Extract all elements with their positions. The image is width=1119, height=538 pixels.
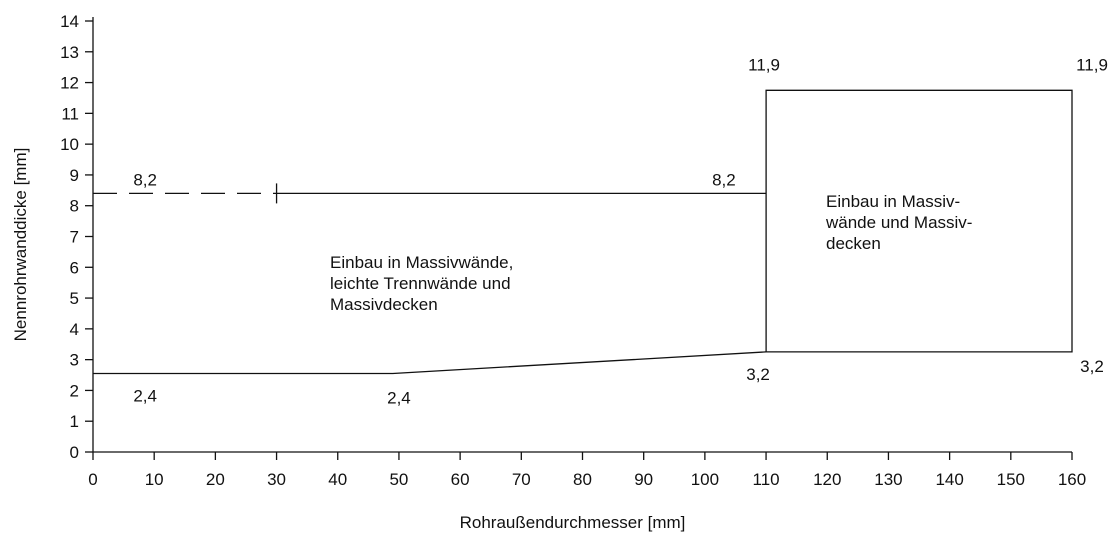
- y-tick-label: 12: [60, 74, 79, 93]
- left-region-text: Einbau in Massivwände,: [330, 253, 513, 272]
- value-annotation: 3,2: [1080, 357, 1104, 376]
- x-tick-label: 120: [813, 470, 841, 489]
- y-tick-label: 8: [70, 197, 79, 216]
- x-tick-label: 50: [389, 470, 408, 489]
- y-tick-label: 1: [70, 412, 79, 431]
- right-region-text: wände und Massiv-: [825, 213, 972, 232]
- y-tick-label: 9: [70, 166, 79, 185]
- lower-boundary-line: [93, 351, 767, 375]
- axes: 0 10 20 30 40 50 60 70 80 90 100 110 120 130 140 150 160…: [60, 12, 1086, 489]
- y-tick-label: 0: [70, 443, 79, 462]
- x-tick-label: 80: [573, 470, 592, 489]
- y-tick-label: 10: [60, 135, 79, 154]
- y-axis-title: Nennrohrwanddicke [mm]: [11, 148, 30, 342]
- right-region-box: [765, 89, 1073, 353]
- left-region-text: Massivdecken: [330, 295, 438, 314]
- x-tick-label: 140: [935, 470, 963, 489]
- y-tick-label: 13: [60, 43, 79, 62]
- x-tick-label: 150: [997, 470, 1025, 489]
- x-tick-label: 130: [874, 470, 902, 489]
- y-tick-label: 11: [61, 104, 79, 123]
- value-annotation: 11,9: [748, 55, 780, 74]
- x-tick-label: 20: [206, 470, 225, 489]
- x-tick-label: 30: [267, 470, 286, 489]
- x-tick-label: 10: [145, 470, 164, 489]
- x-tick-label: 110: [753, 470, 780, 489]
- left-region-text: leichte Trennwände und: [330, 274, 511, 293]
- y-tick-label: 4: [70, 320, 79, 339]
- right-region-text: Einbau in Massiv-: [826, 192, 960, 211]
- y-tick-label: 7: [70, 228, 79, 247]
- chart-labels: 8,2 8,2 2,4 2,4 11,9 11,9 3,2 3,2 Einbau in Mass…: [133, 55, 1108, 407]
- value-annotation: 8,2: [712, 170, 736, 189]
- y-tick-label: 5: [70, 289, 79, 308]
- chart-marks: [93, 89, 1073, 375]
- x-tick-label: 100: [691, 470, 719, 489]
- x-tick-label: 90: [634, 470, 653, 489]
- x-tick-label: 60: [451, 470, 470, 489]
- value-annotation: 3,2: [746, 365, 770, 384]
- x-tick-label: 160: [1058, 470, 1086, 489]
- value-annotation: 11,9: [1076, 55, 1108, 74]
- y-tick-label: 3: [70, 351, 79, 370]
- x-tick-label: 0: [88, 470, 97, 489]
- value-annotation: 8,2: [133, 170, 157, 189]
- y-tick-label: 6: [70, 258, 79, 277]
- x-tick-label: 40: [328, 470, 347, 489]
- value-annotation: 2,4: [387, 388, 411, 407]
- y-tick-label: 2: [70, 381, 79, 400]
- right-region-text: decken: [826, 234, 881, 253]
- value-annotation: 2,4: [133, 386, 157, 405]
- y-tick-label: 14: [60, 12, 79, 31]
- x-axis-title: Rohraußendurchmesser [mm]: [460, 513, 686, 532]
- x-tick-label: 70: [512, 470, 531, 489]
